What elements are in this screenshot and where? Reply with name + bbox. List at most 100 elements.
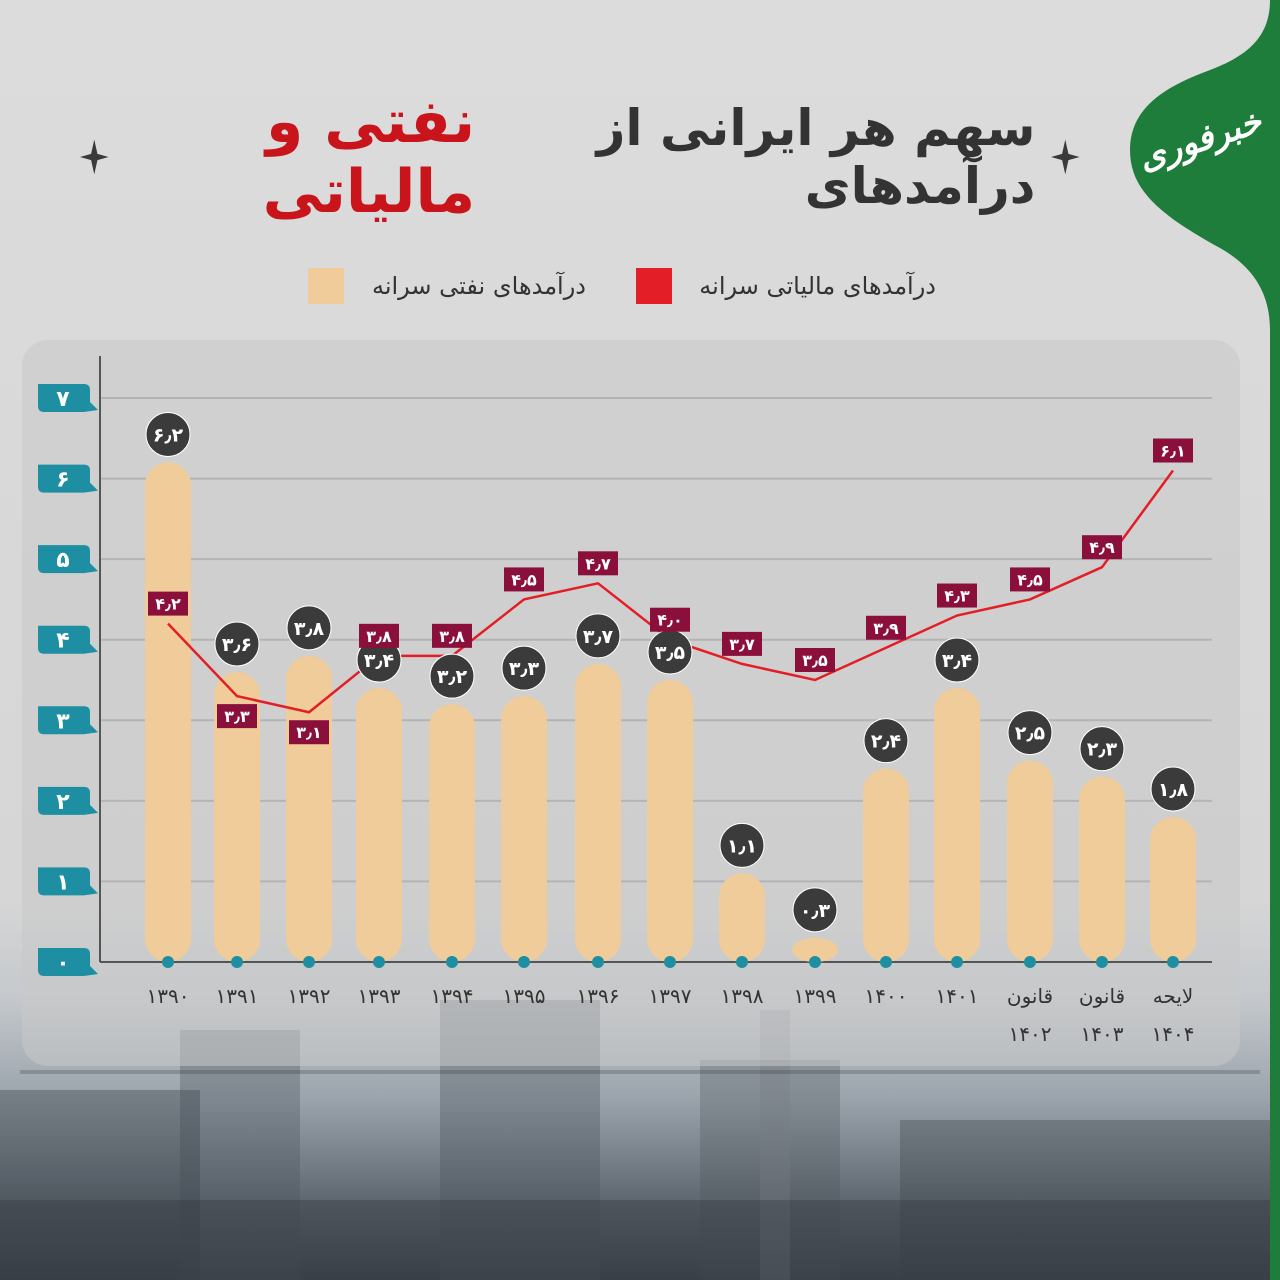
line-value-tag bbox=[795, 648, 835, 672]
x-axis-dot bbox=[1024, 956, 1036, 968]
bar bbox=[286, 655, 332, 962]
x-tick-label: قانون bbox=[1079, 984, 1125, 1008]
x-tick-label: لایحه bbox=[1153, 984, 1194, 1008]
y-tick-label: ۷ bbox=[56, 387, 70, 412]
bar bbox=[647, 680, 693, 962]
line-value-label: ۳٫۱ bbox=[296, 723, 322, 742]
bar bbox=[934, 688, 980, 962]
bar-value-bubble bbox=[1007, 710, 1053, 756]
bar-value-bubble bbox=[863, 718, 909, 764]
y-tick-label: ۳ bbox=[56, 709, 70, 734]
line-value-tag bbox=[432, 623, 472, 648]
y-tick-badge bbox=[38, 867, 98, 896]
sparkle-icon bbox=[1051, 139, 1080, 175]
bar bbox=[575, 663, 621, 962]
bar-value-bubble bbox=[429, 653, 475, 699]
line-value-label: ۴٫۳ bbox=[944, 587, 970, 606]
line-value-tag bbox=[937, 583, 977, 608]
y-tick-label: ۶ bbox=[56, 468, 69, 493]
title-main: سهم هر ایرانی از درآمدهای bbox=[596, 99, 1036, 215]
x-axis-dot bbox=[373, 956, 385, 968]
bar-value-label: ۳٫۵ bbox=[655, 642, 686, 664]
line-value-label: ۳٫۵ bbox=[802, 651, 828, 670]
line-value-tag bbox=[217, 704, 257, 729]
bar-value-label: ۱٫۸ bbox=[1158, 779, 1189, 801]
x-tick-label: ۱۴۰۴ bbox=[1152, 1022, 1195, 1046]
x-axis-dot bbox=[1096, 956, 1108, 968]
bar-value-bubble bbox=[1079, 726, 1125, 772]
y-tick-badge bbox=[38, 948, 98, 976]
x-axis-dot bbox=[446, 956, 458, 968]
bar-value-label: ۳٫۳ bbox=[509, 658, 540, 680]
y-tick-label: ۱ bbox=[56, 870, 69, 895]
y-tick-badge bbox=[38, 706, 98, 735]
x-tick-label: ۱۳۹۳ bbox=[358, 984, 401, 1008]
bar-value-bubble bbox=[286, 605, 332, 651]
x-tick-label: ۱۳۹۰ bbox=[147, 984, 190, 1008]
bar-value-label: ۰٫۳ bbox=[800, 900, 831, 922]
x-tick-label: ۱۴۰۱ bbox=[936, 984, 979, 1008]
page-title: سهم هر ایرانی از درآمدهای نفتی و مالیاتی bbox=[80, 87, 1080, 227]
legend-label-tax: درآمدهای مالیاتی سرانه bbox=[699, 272, 936, 300]
bar-value-label: ۳٫۲ bbox=[437, 666, 468, 688]
bar bbox=[1079, 776, 1125, 962]
bar-value-label: ۲٫۳ bbox=[1087, 739, 1118, 761]
logo-blob bbox=[1140, 91, 1279, 211]
line-value-label: ۳٫۳ bbox=[224, 707, 250, 726]
y-tick-label: ۲ bbox=[56, 790, 70, 815]
x-axis-dot bbox=[162, 956, 174, 968]
y-tick-label: ۵ bbox=[56, 548, 69, 573]
bar-value-label: ۳٫۷ bbox=[583, 626, 614, 648]
line-value-tag bbox=[289, 720, 329, 745]
x-tick-label: ۱۳۹۲ bbox=[288, 984, 331, 1008]
bar bbox=[719, 873, 765, 962]
bar bbox=[1150, 816, 1196, 962]
legend-swatch-oil bbox=[308, 268, 344, 304]
bar bbox=[356, 688, 402, 962]
line-value-tag bbox=[1010, 567, 1050, 592]
bar-value-label: ۲٫۴ bbox=[871, 731, 901, 753]
line-value-label: ۳٫۹ bbox=[873, 619, 899, 638]
bar bbox=[145, 462, 191, 962]
x-tick-label: ۱۳۹۱ bbox=[216, 984, 259, 1008]
sparkle-icon bbox=[80, 139, 109, 175]
title-accent: نفتی و مالیاتی bbox=[262, 87, 476, 227]
line-value-tag bbox=[866, 615, 906, 640]
line-value-tag bbox=[578, 551, 618, 576]
y-tick-badge bbox=[38, 545, 98, 574]
bar-value-bubble bbox=[792, 887, 838, 933]
bar-value-bubble bbox=[719, 822, 765, 868]
x-tick-label: ۱۴۰۰ bbox=[865, 984, 908, 1008]
bar bbox=[863, 768, 909, 962]
bar bbox=[792, 937, 838, 962]
line-value-label: ۴٫۵ bbox=[511, 570, 537, 589]
bar-value-label: ۳٫۴ bbox=[364, 650, 394, 672]
x-axis-dot bbox=[951, 956, 963, 968]
x-tick-label: ۱۳۹۵ bbox=[503, 984, 546, 1008]
bar-value-label: ۶٫۲ bbox=[153, 424, 184, 446]
bar-value-bubble bbox=[214, 621, 260, 667]
line-value-label: ۴٫۹ bbox=[1089, 538, 1115, 557]
line-value-label: ۳٫۸ bbox=[366, 627, 392, 646]
legend-label-oil: درآمدهای نفتی سرانه bbox=[371, 272, 586, 300]
bar bbox=[501, 696, 547, 962]
line-value-label: ۴٫۲ bbox=[155, 595, 181, 614]
x-axis-dot bbox=[231, 956, 243, 968]
line-value-label: ۴٫۵ bbox=[1017, 570, 1043, 589]
x-axis-dot bbox=[1167, 956, 1179, 968]
x-tick-label: ۱۳۹۸ bbox=[721, 984, 764, 1008]
y-tick-badge bbox=[38, 384, 98, 412]
line-value-label: ۴٫۰ bbox=[657, 611, 683, 630]
line-value-tag bbox=[1153, 438, 1193, 463]
y-tick-badge bbox=[38, 464, 98, 493]
x-axis-dot bbox=[736, 956, 748, 968]
line-value-tag bbox=[650, 607, 690, 632]
y-tick-label: ۴ bbox=[56, 629, 69, 654]
y-tick-badge bbox=[38, 625, 98, 654]
line-value-tag bbox=[722, 631, 762, 656]
line-value-label: ۶٫۱ bbox=[1160, 442, 1186, 461]
bar bbox=[1007, 760, 1053, 962]
y-tick-badge bbox=[38, 786, 98, 815]
